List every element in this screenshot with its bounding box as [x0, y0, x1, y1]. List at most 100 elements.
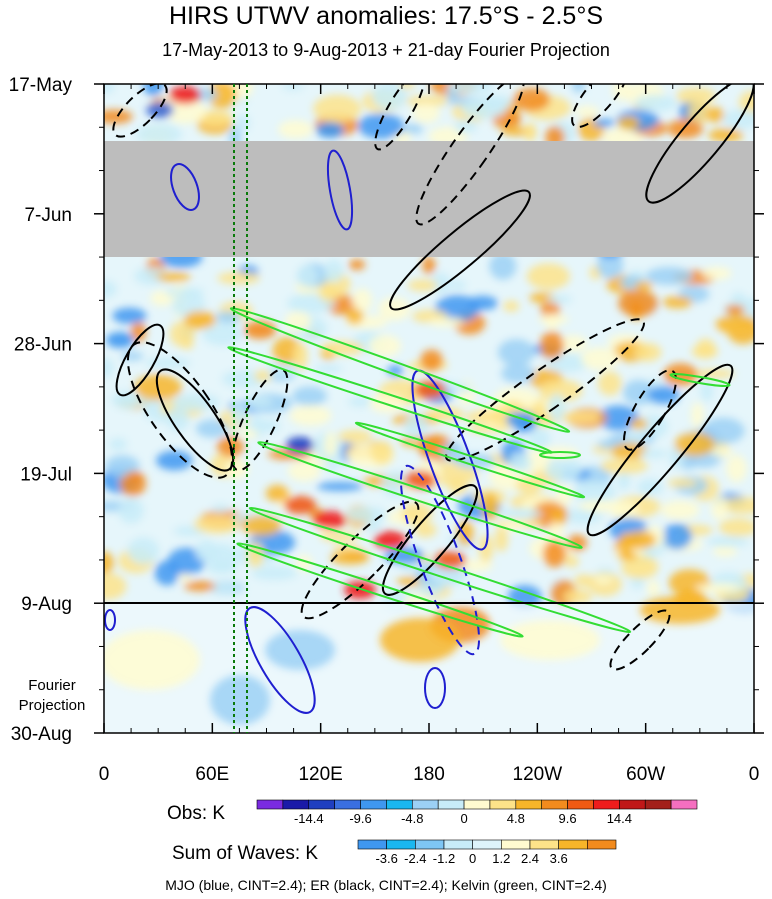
anomaly-patch: [617, 470, 631, 491]
anomaly-patch: [104, 573, 127, 600]
obs-colorbar-swatch: [437, 799, 465, 810]
anomaly-patch: [448, 84, 494, 95]
anomaly-patch: [197, 109, 233, 127]
x-tick-label: 60E: [195, 764, 229, 785]
obs-colorbar-swatch: [463, 799, 491, 810]
anomaly-patch: [562, 589, 593, 604]
anomaly-patch: [324, 259, 344, 283]
anomaly-patch: [401, 502, 433, 525]
anomaly-core: [284, 496, 316, 514]
obs-colorbar-tick-label: -4.8: [401, 811, 423, 826]
anomaly-cold-core: [106, 332, 134, 348]
anomaly-patch: [501, 363, 536, 384]
obs-colorbar-tick-label: 14.4: [607, 811, 632, 826]
projection-patch: [380, 618, 460, 662]
anomaly-patch: [667, 118, 704, 139]
y-tick-label: 17-May: [9, 75, 73, 96]
anomaly-patch: [104, 280, 117, 298]
anomaly-patch: [634, 343, 662, 362]
anomaly-patch: [289, 405, 332, 426]
anomaly-patch: [547, 393, 566, 422]
anomaly-patch: [660, 500, 700, 520]
anomaly-patch: [667, 478, 698, 488]
anomaly-patch: [715, 314, 754, 335]
anomaly-patch: [130, 321, 147, 342]
anomaly-patch: [265, 484, 290, 502]
kelvin-contour: [669, 373, 731, 387]
anomaly-patch: [348, 259, 366, 271]
anomaly-patch: [403, 413, 429, 440]
anomaly-patch: [208, 582, 241, 594]
anomaly-patch: [348, 396, 373, 407]
anomaly-patch: [246, 396, 273, 409]
anomaly-patch: [156, 272, 191, 282]
y-tick-label: 19-Jul: [20, 464, 72, 485]
anomaly-patch: [600, 458, 648, 474]
anomaly-patch: [674, 432, 716, 457]
anomaly-patch: [126, 471, 143, 482]
anomaly-patch: [594, 575, 613, 585]
obs-colorbar-tick-label: 4.8: [507, 811, 525, 826]
anomaly-patch: [523, 122, 537, 142]
anomaly-patch: [337, 429, 373, 444]
projection-patch: [104, 630, 200, 690]
obs-colorbar-tick-label: 0: [460, 811, 467, 826]
projection-patch: [640, 596, 720, 624]
anomaly-patch: [540, 299, 560, 320]
kelvin-contour: [236, 542, 524, 638]
anomaly-patch: [718, 518, 754, 537]
mjo-contour: [326, 149, 354, 231]
obs-colorbar-swatch: [567, 799, 594, 810]
anomaly-patch: [578, 500, 625, 512]
er-contour: [374, 84, 426, 151]
anomaly-patch: [254, 370, 272, 382]
anomaly-patch: [548, 522, 564, 537]
er-contour: [571, 84, 629, 128]
anomaly-patch: [428, 317, 465, 327]
waves-colorbar-swatch: [501, 839, 531, 850]
obs-colorbar-swatch: [515, 799, 543, 810]
anomaly-patch: [184, 581, 216, 592]
anomaly-cold-core: [316, 122, 344, 138]
anomaly-patch: [700, 378, 714, 402]
anomaly-patch: [316, 482, 363, 491]
anomaly-patch: [369, 393, 404, 413]
obs-colorbar-tick-label: -9.6: [349, 811, 371, 826]
projection-patch: [210, 675, 270, 725]
projection-label-line2: Projection: [18, 697, 86, 714]
anomaly-patch: [701, 417, 745, 444]
anomaly-patch: [467, 295, 498, 311]
waves-colorbar-tick-label: -3.6: [375, 851, 397, 866]
anomaly-patch: [105, 455, 140, 477]
obs-colorbar-swatch: [334, 799, 361, 810]
anomaly-patch: [330, 550, 370, 565]
y-tick-label: 7-Jun: [24, 205, 72, 226]
x-tick-label: 0: [99, 764, 110, 785]
anomaly-patch: [313, 94, 362, 123]
anomaly-patch: [240, 429, 259, 439]
anomaly-patch: [711, 495, 729, 521]
obs-colorbar-swatch: [308, 799, 335, 810]
mjo-contour: [170, 163, 200, 211]
y-tick-label: 28-Jun: [14, 335, 72, 356]
anomaly-patch: [278, 120, 314, 139]
er-contour: [609, 609, 671, 671]
obs-colorbar-tick-label: 9.6: [559, 811, 577, 826]
waves-colorbar-swatch: [386, 839, 416, 850]
anomaly-patch: [365, 520, 382, 532]
anomaly-patch: [318, 287, 338, 302]
waves-colorbar-tick-label: 0: [469, 851, 476, 866]
anomaly-patch: [630, 418, 648, 430]
anomaly-patch: [513, 87, 550, 112]
anomaly-patch: [456, 520, 474, 546]
y-tick-label: 9-Aug: [21, 594, 72, 615]
obs-colorbar-swatch: [670, 799, 698, 810]
anomaly-patch: [420, 349, 443, 371]
anomaly-patch: [645, 266, 693, 286]
kelvin-contour: [539, 451, 581, 459]
mjo-contour: [424, 667, 446, 709]
obs-colorbar-swatch: [644, 799, 672, 810]
anomaly-patch: [695, 338, 716, 359]
obs-colorbar-swatch: [619, 799, 646, 810]
